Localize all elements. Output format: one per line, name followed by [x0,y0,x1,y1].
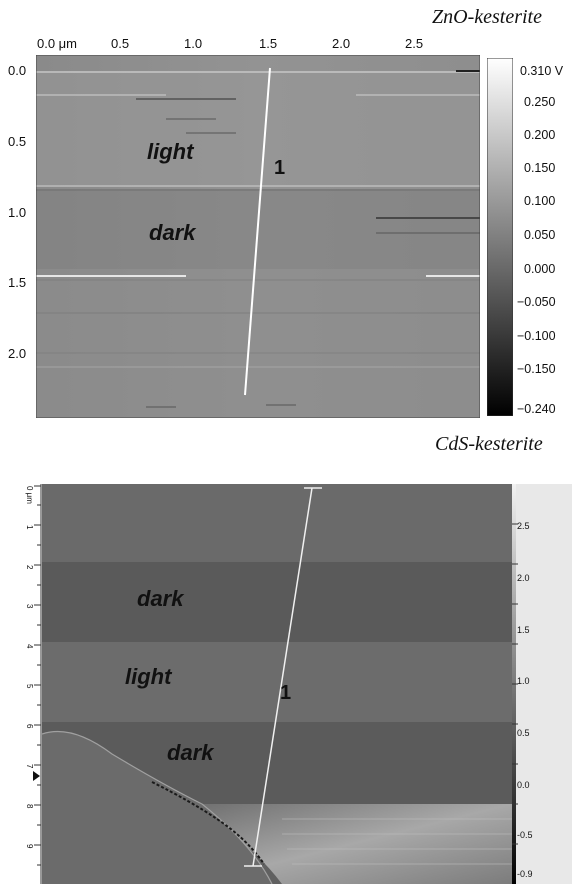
bottom-panel-title: CdS-kesterite [435,433,543,455]
top-colorbar-tick: −0.100 [517,329,556,343]
top-colorbar-tick: 0.050 [524,228,556,242]
top-y-tick: 0.5 [8,134,27,149]
top-y-tick: 0.0 [8,63,27,78]
top-profile-label: 1 [274,157,286,179]
top-colorbar-tick: −0.050 [517,295,556,309]
bottom-region-label-dark-1: dark [137,586,184,611]
top-panel-title: ZnO-kesterite [432,6,542,28]
bottom-left-ruler [22,484,42,884]
top-colorbar-tick: 0.150 [524,161,556,175]
bottom-profile-label: 1 [280,682,292,704]
top-x-tick: 0.0 μm [37,36,78,51]
bottom-colorbar-tick: 2.0 [517,573,530,583]
top-colorbar-tick: 0.250 [524,95,556,109]
bottom-y-tick: 3 [25,604,34,609]
top-surface-potential-map [36,55,480,418]
top-x-tick: 2.0 [332,36,351,51]
top-profile-line [244,67,271,396]
top-colorbar-tick: 0.000 [524,262,556,276]
top-colorbar-tick: 0.200 [524,128,556,142]
bottom-y-tick: 4 [25,644,34,649]
top-colorbar-tick: 0.310 V [520,64,564,78]
bottom-colorbar-tick: 1.0 [517,676,530,686]
top-x-tick: 1.5 [259,36,278,51]
bottom-colorbar-tick: 1.5 [517,625,530,635]
bottom-profile-line [252,487,313,867]
bottom-y-tick: 2 [25,565,34,570]
bottom-region-label-dark-2: dark [167,740,214,765]
top-x-tick: 0.5 [111,36,130,51]
top-x-tick: 1.0 [184,36,203,51]
bottom-surface-potential-map [42,484,512,884]
top-colorbar [487,58,513,416]
bottom-colorbar-tick: 0.0 [517,780,530,790]
bottom-y-tick: 9 [25,844,34,849]
bottom-y-tick: 6 [25,724,34,729]
top-colorbar-tick: 0.100 [524,194,556,208]
bottom-y-tick: 7 [25,764,34,769]
top-y-tick: 1.5 [8,275,27,290]
bottom-y-tick: 8 [25,804,34,809]
top-y-tick: 2.0 [8,346,27,361]
top-y-tick: 1.0 [8,205,27,220]
bottom-colorbar-tick: 0.5 [517,728,530,738]
bottom-colorbar-tick: -0.9 [517,869,533,879]
bottom-colorbar [512,484,572,884]
top-colorbar-tick: −0.150 [517,362,556,376]
bottom-colorbar-tick: 2.5 [517,521,530,531]
bottom-y-tick: 5 [25,684,34,689]
bottom-y-tick: 0 μm [25,486,34,504]
top-region-label-dark: dark [149,220,196,245]
bottom-position-marker-icon [33,771,40,781]
bottom-y-tick: 1 [25,525,34,530]
top-region-label-light: light [147,139,194,164]
top-colorbar-tick: −0.240 [517,402,556,416]
top-x-tick: 2.5 [405,36,424,51]
bottom-region-label-light: light [125,664,172,689]
bottom-colorbar-tick: -0.5 [517,830,533,840]
